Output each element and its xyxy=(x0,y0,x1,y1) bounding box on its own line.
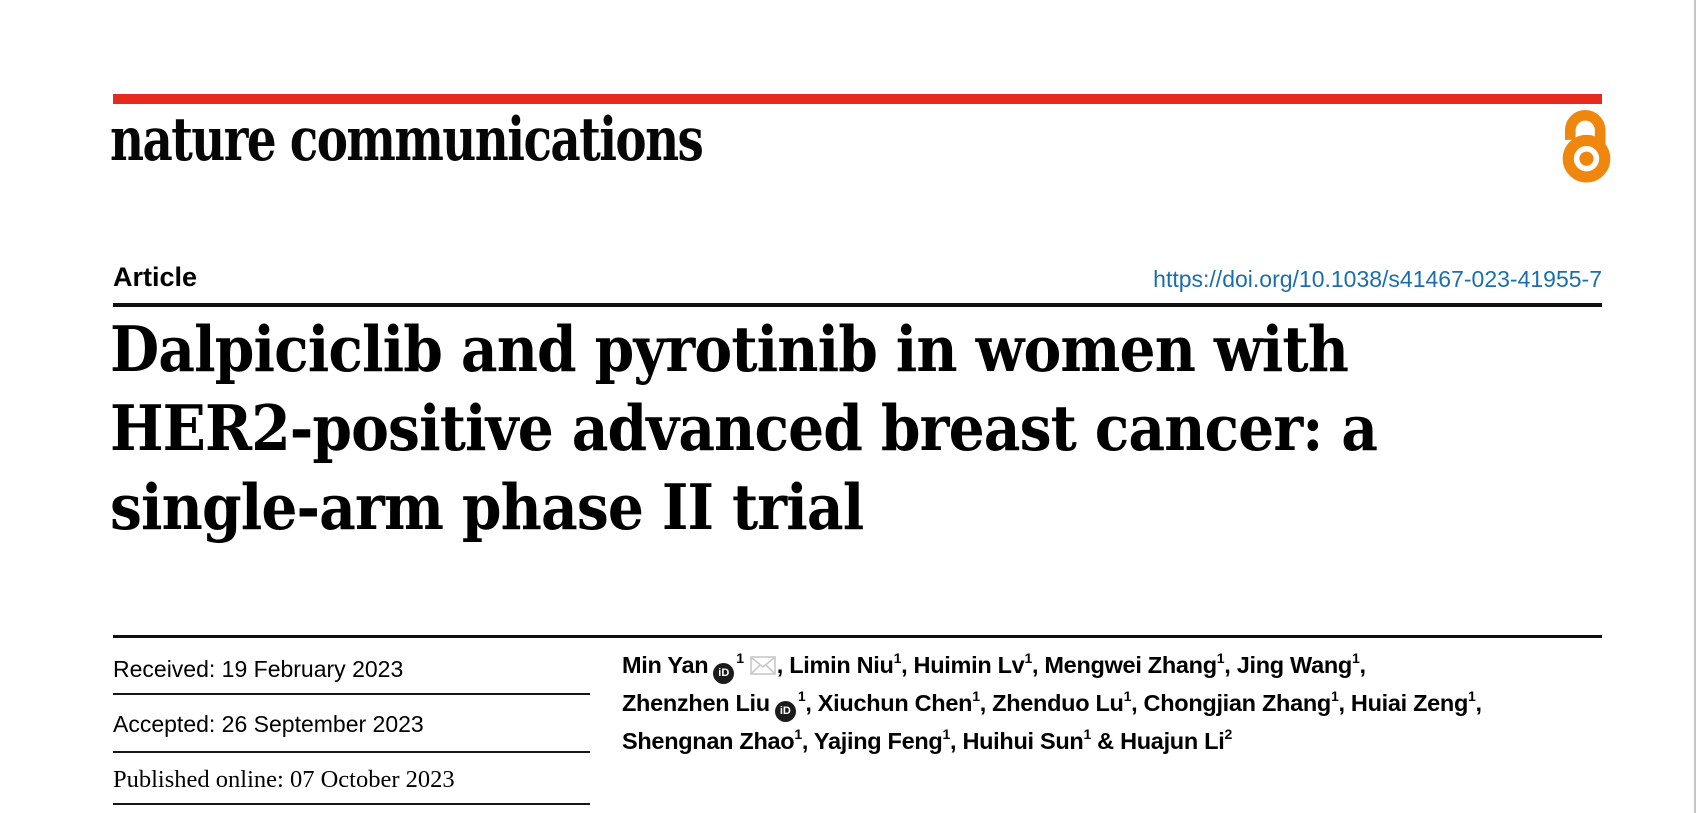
affiliation-superscript: 2 xyxy=(1224,726,1232,743)
affiliation-superscript: 1 xyxy=(1083,726,1091,743)
author-name-text: , Zhenduo Lu xyxy=(979,690,1124,716)
title-line: single-arm phase II trial xyxy=(110,470,864,544)
title-divider xyxy=(113,303,1602,307)
author-name-text: Min Yan xyxy=(622,652,709,678)
author-name-text: , Huihui Sun xyxy=(949,728,1084,754)
title-line: Dalpiciclib and pyrotinib in women with xyxy=(110,312,1349,386)
orcid-icon[interactable]: iD xyxy=(713,662,735,684)
history-separator xyxy=(113,803,590,805)
author-name-text: , Huiai Zeng xyxy=(1338,690,1469,716)
affiliation-superscript: 1 xyxy=(1330,688,1339,705)
author-name-text: Shengnan Zhao xyxy=(622,728,795,754)
affiliation-superscript: 1 xyxy=(893,650,902,667)
meta-divider xyxy=(113,635,1602,638)
author-line: Shengnan Zhao1, Yajing Feng1, Huihui Sun… xyxy=(622,722,1662,760)
brand-red-bar xyxy=(113,94,1602,104)
affiliation-superscript: 1 xyxy=(1123,688,1132,705)
affiliation-superscript: 1 xyxy=(942,726,950,743)
page-edge-line xyxy=(1694,0,1696,813)
author-line: Zhenzhen Liu iD1, Xiuchun Chen1, Zhenduo … xyxy=(622,684,1662,722)
affiliation-superscript: 1 xyxy=(1024,650,1032,667)
received-date: Received: 19 February 2023 xyxy=(113,656,404,682)
title-line: HER2-positive advanced breast cancer: a xyxy=(110,391,1378,465)
author-list: Min Yan iD1, Limin Niu1, Huimin Lv1, Meng… xyxy=(622,646,1662,760)
article-type-label: Article xyxy=(113,262,198,292)
author-name-text: , xyxy=(1475,690,1483,716)
author-name-text: & Huajun Li xyxy=(1090,728,1225,754)
author-name-text: , xyxy=(1359,652,1366,678)
accepted-date: Accepted: 26 September 2023 xyxy=(113,711,424,737)
author-name-text: , Limin Niu xyxy=(776,652,894,678)
author-name-text: , Xiuchun Chen xyxy=(805,690,973,716)
author-name-text: , Jing Wang xyxy=(1224,652,1352,678)
orcid-icon[interactable]: iD xyxy=(774,700,796,722)
article-title: Dalpiciclib and pyrotinib in women with … xyxy=(110,310,1496,547)
email-icon[interactable] xyxy=(749,654,776,680)
author-name-text: , Mengwei Zhang xyxy=(1031,652,1217,678)
affiliation-superscript: 1 xyxy=(794,726,802,743)
affiliation-superscript: 1 xyxy=(1216,650,1225,667)
affiliation-superscript: 1 xyxy=(797,688,806,705)
affiliation-superscript: 1 xyxy=(972,688,980,705)
author-name-text: , Chongjian Zhang xyxy=(1131,690,1331,716)
author-name-text: Zhenzhen Liu xyxy=(622,690,770,716)
affiliation-superscript: 1 xyxy=(1468,688,1476,705)
affiliation-superscript: 1 xyxy=(736,650,744,667)
author-line: Min Yan iD1, Limin Niu1, Huimin Lv1, Meng… xyxy=(622,646,1662,684)
doi-link[interactable]: https://doi.org/10.1038/s41467-023-41955… xyxy=(1153,266,1602,292)
author-name-text: , Huimin Lv xyxy=(901,652,1025,678)
history-separator xyxy=(113,693,590,695)
history-separator xyxy=(113,751,590,753)
published-date: Published online: 07 October 2023 xyxy=(113,766,455,793)
open-access-icon xyxy=(1562,110,1611,183)
author-name-text: , Yajing Feng xyxy=(801,728,943,754)
affiliation-superscript: 1 xyxy=(1351,650,1360,667)
journal-wordmark: nature communications xyxy=(110,105,704,175)
